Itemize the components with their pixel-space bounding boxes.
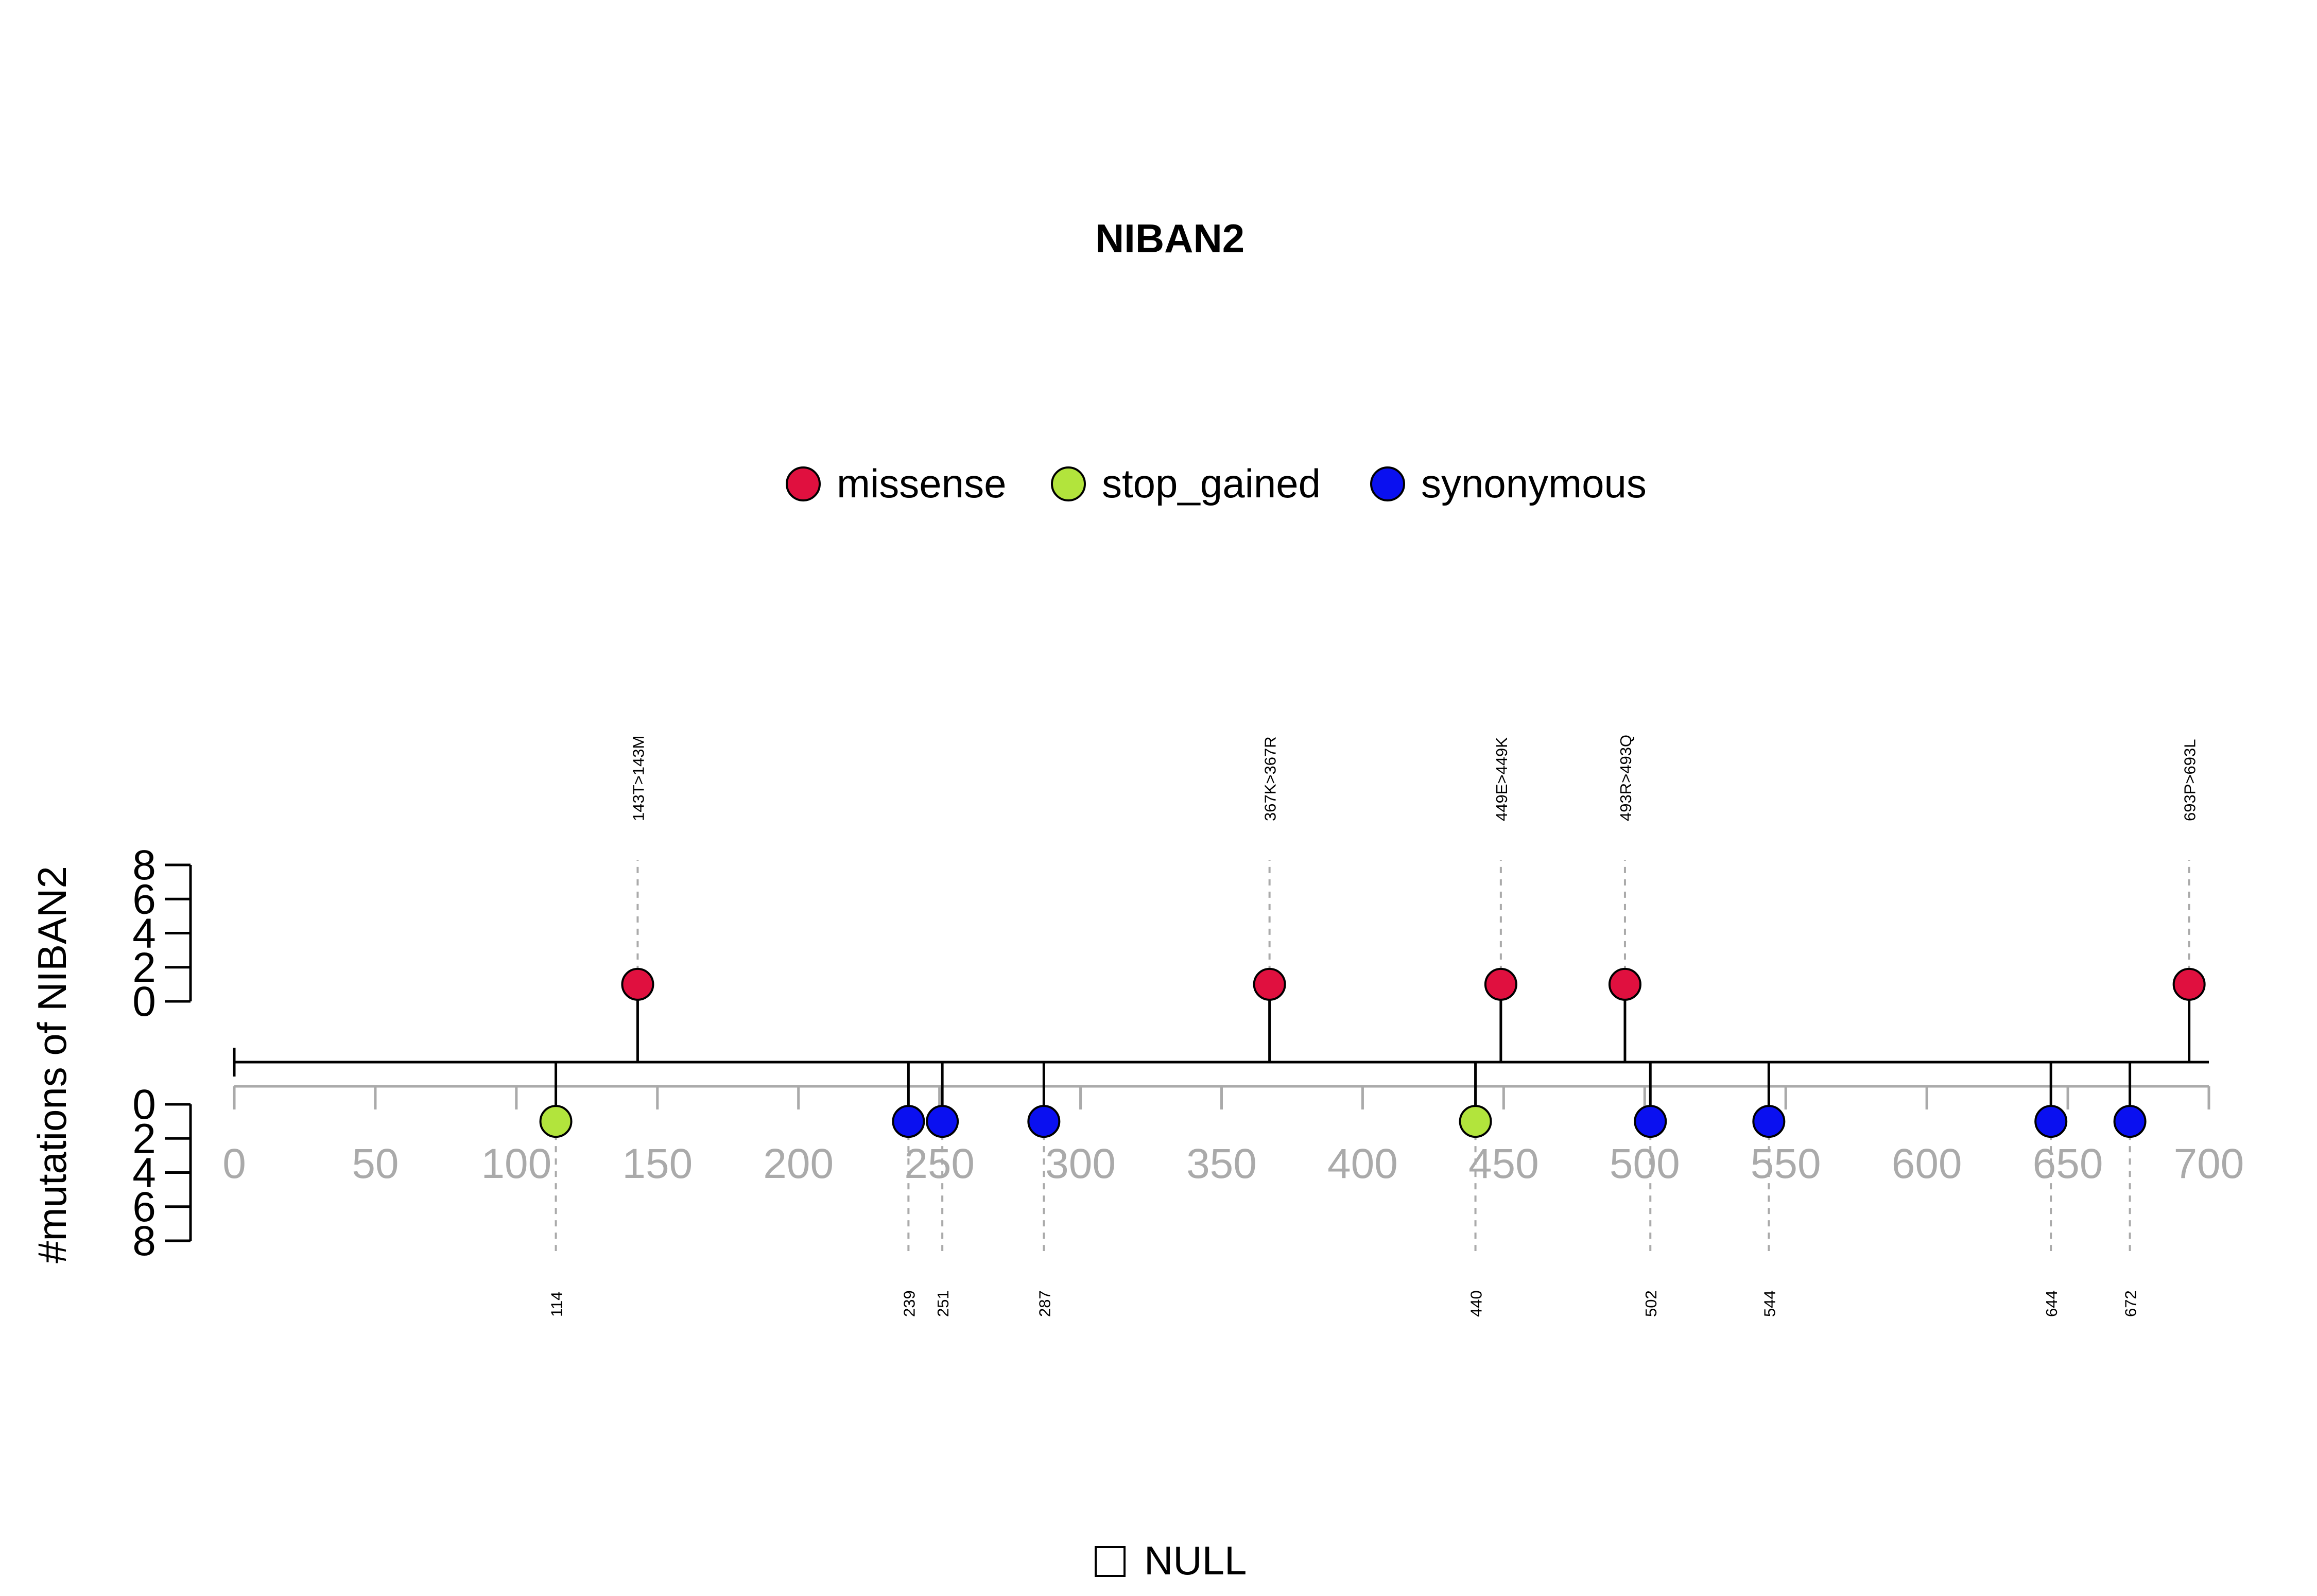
legend: missense stop_gained synonymous bbox=[786, 461, 1647, 506]
upper-mutation-label: 693P>693L bbox=[2181, 739, 2199, 821]
upper-lollipop-head-missense bbox=[1608, 967, 1641, 1001]
upper-y-tick-label: 6 bbox=[132, 876, 156, 923]
lower-y-tick-label: 4 bbox=[132, 1150, 156, 1196]
upper-mutation-label: 367K>367R bbox=[1261, 736, 1279, 821]
legend-label-stop_gained: stop_gained bbox=[1102, 461, 1321, 506]
lower-mutation-label: 644 bbox=[2043, 1290, 2061, 1317]
x-tick-label: 400 bbox=[1327, 1140, 1398, 1187]
x-tick-label: 300 bbox=[1045, 1140, 1116, 1187]
legend-marker-synonymous bbox=[1370, 466, 1405, 501]
lower-lollipop-head-stop_gained bbox=[1459, 1105, 1492, 1138]
x-tick-label: 550 bbox=[1751, 1140, 1821, 1187]
upper-mutation-label: 449E>449K bbox=[1493, 737, 1511, 821]
lower-y-tick-label: 2 bbox=[132, 1115, 156, 1162]
upper-lollipop-head-missense bbox=[621, 967, 654, 1001]
x-axis: 0 50 100 150 200 250 300 350 400 450 500 550 600 650 7… bbox=[222, 1085, 2244, 1187]
upper-y-tick-label: 8 bbox=[132, 842, 156, 889]
legend-marker-missense bbox=[786, 466, 821, 501]
upper-y-tick-label: 4 bbox=[132, 910, 156, 957]
lower-mutation-label: 251 bbox=[934, 1290, 952, 1317]
x-tick-label: 0 bbox=[222, 1140, 246, 1187]
lower-lollipop-head-stop_gained bbox=[539, 1105, 573, 1138]
lower-mutation-label: 440 bbox=[1467, 1290, 1485, 1317]
mutation-lollipops: 143T>143M 367K>367R 449E>449K 493R>493Q 693P… bbox=[539, 735, 2206, 1317]
lower-lollipop-head-synonymous bbox=[1752, 1105, 1786, 1138]
x-tick-label: 500 bbox=[1610, 1140, 1680, 1187]
domain-legend-label: NULL bbox=[1144, 1538, 1247, 1583]
upper-mutation-label: 493R>493Q bbox=[1617, 735, 1635, 821]
upper-mutation-label: 143T>143M bbox=[629, 736, 647, 821]
domain-legend: NULL bbox=[1095, 1538, 1247, 1583]
x-tick-label: 250 bbox=[904, 1140, 975, 1187]
upper-lollipop-head-missense bbox=[2172, 967, 2206, 1001]
lower-mutation-label: 544 bbox=[1760, 1290, 1778, 1317]
x-tick-label: 450 bbox=[1468, 1140, 1539, 1187]
x-tick-label: 650 bbox=[2033, 1140, 2103, 1187]
x-tick-label: 50 bbox=[352, 1140, 399, 1187]
upper-y-tick-label: 2 bbox=[132, 944, 156, 991]
upper-lollipop-head-missense bbox=[1484, 967, 1517, 1001]
lower-y-tick-label: 0 bbox=[132, 1081, 156, 1128]
lower-lollipop-head-synonymous bbox=[1027, 1105, 1061, 1138]
lower-mutation-label: 502 bbox=[1642, 1290, 1660, 1317]
y-axis-label: #mutations of NIBAN2 bbox=[29, 866, 75, 1263]
chart-title: NIBAN2 bbox=[1095, 216, 1244, 261]
lower-lollipop-head-synonymous bbox=[926, 1105, 959, 1138]
lower-mutation-label: 239 bbox=[900, 1290, 918, 1317]
lower-lollipop-head-synonymous bbox=[892, 1105, 925, 1138]
legend-label-synonymous: synonymous bbox=[1421, 461, 1647, 506]
lower-lollipop-head-synonymous bbox=[1634, 1105, 1667, 1138]
legend-label-missense: missense bbox=[837, 461, 1006, 506]
domain-legend-swatch bbox=[1095, 1546, 1126, 1577]
lower-lollipop-head-synonymous bbox=[2113, 1105, 2147, 1138]
lower-mutation-label: 672 bbox=[2122, 1290, 2140, 1317]
lower-mutation-label: 287 bbox=[1035, 1290, 1053, 1317]
lower-mutation-label: 114 bbox=[548, 1292, 566, 1317]
x-tick-label: 700 bbox=[2174, 1140, 2244, 1187]
lower-y-tick-label: 8 bbox=[132, 1218, 156, 1264]
lower-y-tick-label: 6 bbox=[132, 1184, 156, 1230]
x-tick-label: 600 bbox=[1892, 1140, 1962, 1187]
lower-lollipop-head-synonymous bbox=[2034, 1105, 2068, 1138]
x-tick-label: 100 bbox=[481, 1140, 551, 1187]
protein-backbone bbox=[233, 1048, 2209, 1077]
x-tick-label: 200 bbox=[763, 1140, 834, 1187]
x-tick-label: 150 bbox=[622, 1140, 693, 1187]
upper-lollipop-head-missense bbox=[1253, 967, 1286, 1001]
x-tick-label: 350 bbox=[1186, 1140, 1257, 1187]
upper-y-tick-label: 0 bbox=[132, 978, 156, 1025]
legend-marker-stop_gained bbox=[1051, 466, 1086, 501]
